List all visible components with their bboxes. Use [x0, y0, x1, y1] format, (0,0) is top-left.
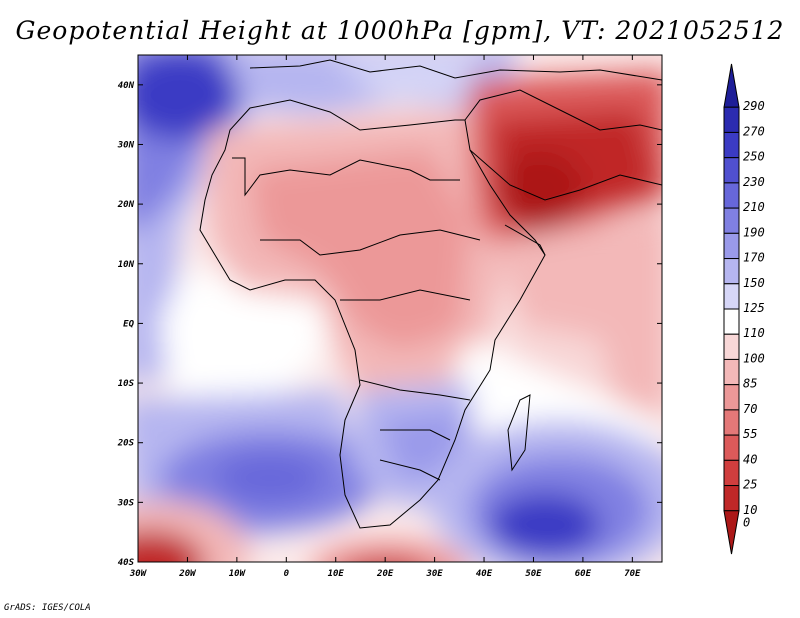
lat-label: 20N — [117, 200, 135, 210]
colorbar-label: 70 — [743, 402, 757, 416]
colorbar-label: 290 — [743, 99, 765, 113]
lon-label: 50E — [525, 569, 542, 579]
map-axes: 30W 20W 10W 0 10E 20E 30E 40E 50E 60E 70E 40N 30N 20N… — [117, 55, 662, 579]
colorbar-label: 210 — [743, 200, 765, 214]
colorbar-swatch — [723, 308, 740, 335]
colorbar-swatch — [723, 510, 740, 555]
colorbar-label: 0 — [743, 515, 750, 529]
colorbar-swatch — [723, 485, 740, 512]
colorbar-swatch — [723, 358, 740, 386]
lat-label: 20S — [117, 439, 135, 449]
lon-label: 40E — [476, 569, 493, 579]
lat-label: 30S — [117, 498, 135, 508]
colorbar-swatch — [723, 283, 740, 310]
colorbar-swatch — [723, 333, 740, 360]
colorbar-label: 25 — [743, 478, 757, 492]
colorbar-label: 250 — [743, 150, 765, 164]
colorbar-label: 85 — [743, 377, 757, 391]
colorbar-swatch — [723, 409, 740, 436]
lon-label: 20E — [376, 569, 394, 579]
colorbar-label: 190 — [743, 225, 765, 239]
colorbar-label: 125 — [743, 301, 765, 315]
colorbar-label: 10 — [743, 503, 757, 517]
lon-label: 20W — [178, 569, 197, 579]
colorbar-label: 55 — [743, 427, 757, 441]
lat-label: 10S — [118, 379, 135, 389]
colorbar-swatch — [723, 131, 740, 159]
colorbar-swatch — [723, 63, 740, 108]
coastlines — [199, 59, 662, 529]
colorbar-swatch — [723, 182, 740, 209]
lat-label: 30N — [117, 140, 135, 150]
lon-label: 70E — [624, 569, 641, 579]
map-frame — [137, 54, 663, 563]
colorbar-swatch — [723, 207, 740, 234]
colorbar-swatch — [723, 459, 740, 487]
lon-label: 30E — [425, 569, 443, 579]
lon-label: 60E — [575, 569, 592, 579]
colorbar-swatch — [723, 434, 740, 461]
colorbar-swatch — [723, 106, 740, 133]
colorbar-label: 110 — [743, 326, 765, 340]
colorbar-label: 100 — [743, 351, 765, 365]
lat-label: 40N — [118, 81, 135, 91]
map-title: Geopotential Height at 1000hPa [gpm], VT… — [15, 16, 785, 45]
colorbar-label: 270 — [743, 124, 765, 138]
colorbar-label: 230 — [743, 175, 765, 189]
lat-label: 40S — [118, 558, 135, 568]
colorbar-label: 150 — [743, 276, 765, 290]
lon-label: 10W — [229, 569, 247, 579]
colorbar-swatch — [723, 232, 740, 260]
colorbar-swatch — [723, 384, 740, 411]
lat-label: 10N — [118, 260, 135, 270]
grads-credit: GrADS: IGES/COLA — [4, 603, 91, 613]
colorbar-label: 170 — [743, 251, 765, 265]
lon-label: 30W — [129, 569, 148, 579]
lon-label: 10E — [328, 569, 345, 579]
geopotential-field — [138, 55, 662, 562]
colorbar: 2902702502302101901701501251101008570554… — [723, 63, 765, 555]
lon-label: 0 — [284, 569, 290, 579]
colorbar-swatch — [723, 157, 740, 184]
colorbar-swatch — [723, 258, 740, 285]
lat-label: EQ — [123, 319, 134, 329]
colorbar-label: 40 — [743, 452, 757, 466]
